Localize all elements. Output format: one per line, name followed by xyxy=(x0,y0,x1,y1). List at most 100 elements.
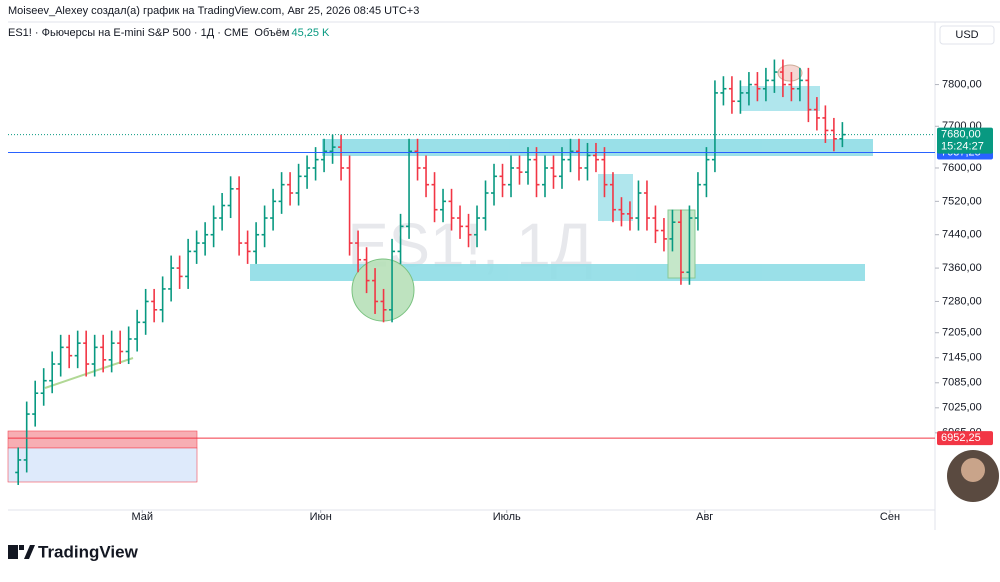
ohlc-bar xyxy=(796,67,803,102)
ohlc-bar xyxy=(236,176,243,256)
x-tick-label: Июль xyxy=(493,511,521,523)
ohlc-bar xyxy=(414,138,421,181)
ohlc-bar xyxy=(457,205,464,239)
ohlc-bar xyxy=(669,209,676,252)
ohlc-bar xyxy=(728,76,735,114)
x-tick-label: Май xyxy=(131,511,153,523)
ohlc-bar xyxy=(686,205,693,285)
ohlc-bar xyxy=(771,59,778,93)
ohlc-bar xyxy=(508,155,515,198)
ohlc-bar xyxy=(49,351,56,394)
y-tick-label: 7700,00 xyxy=(942,120,982,132)
y-tick-label: 7520,00 xyxy=(942,195,982,207)
currency-button[interactable] xyxy=(939,25,995,45)
ohlc-bar xyxy=(74,330,81,369)
ohlc-bar xyxy=(618,197,625,227)
ohlc-bar xyxy=(499,163,506,198)
ohlc-bar xyxy=(168,255,175,302)
ohlc-bar xyxy=(626,201,633,231)
y-tick-label: 7145,00 xyxy=(942,352,982,364)
last-price-tag xyxy=(937,127,993,154)
ohlc-bar xyxy=(108,330,115,373)
last-price-label: 7680,00 xyxy=(941,129,981,141)
volume-label: Объём xyxy=(254,27,289,39)
ohlc-bar xyxy=(227,176,234,219)
header: Moiseev_Alexey создал(а) график на Tradi… xyxy=(8,5,419,17)
ohlc-bar xyxy=(550,155,557,189)
ohlc-bar xyxy=(380,288,387,323)
ohlc-bar xyxy=(329,134,336,164)
zone xyxy=(777,64,803,82)
ohlc-bar xyxy=(244,230,251,264)
ohlc-bar xyxy=(805,67,812,123)
drawings xyxy=(7,64,873,483)
ohlc-bar xyxy=(321,138,328,173)
avatar xyxy=(947,450,999,502)
ohlc-bar xyxy=(261,205,268,248)
ohlc-bar xyxy=(533,147,540,198)
ohlc-bar xyxy=(176,255,183,289)
ohlc-bar xyxy=(151,288,158,323)
currency[interactable]: USD xyxy=(955,29,978,41)
y-tick-label: 7800,00 xyxy=(942,78,982,90)
logo xyxy=(8,545,35,559)
ohlc-bar xyxy=(779,59,786,98)
ohlc-bar xyxy=(711,80,718,173)
ohlc-bar xyxy=(142,288,149,335)
ohlc-bar xyxy=(117,330,124,365)
ohlc-bar xyxy=(482,180,489,231)
x-tick-label: Июн xyxy=(310,511,332,523)
y-tick-label: 7600,00 xyxy=(942,162,982,174)
y-tick-label: 7360,00 xyxy=(942,262,982,274)
ohlc-bar xyxy=(185,238,192,289)
y-tick-label: 7085,00 xyxy=(942,377,982,389)
ohlc-bar xyxy=(32,380,39,427)
ohlc-bar xyxy=(100,334,107,373)
ohlc-bar xyxy=(609,172,616,223)
countdown: 15:24:27 xyxy=(941,141,984,153)
y-tick-label: 7205,00 xyxy=(942,327,982,339)
ohlc-bar xyxy=(491,163,498,206)
ohlc-bar xyxy=(253,222,260,264)
ohlc-bar xyxy=(720,76,727,106)
level-tag xyxy=(937,431,993,446)
ohlc-bar xyxy=(202,222,209,256)
x-tick-label: Авг xyxy=(696,511,713,523)
ohlc-bar xyxy=(372,268,379,314)
ohlc-bar xyxy=(822,105,829,143)
ohlc-bar xyxy=(125,326,132,365)
ohlc-bar xyxy=(440,188,447,223)
ohlc-bar xyxy=(643,180,650,231)
ohlc-bar xyxy=(635,180,642,231)
ohlc-bar xyxy=(525,147,532,185)
x-tick-label: Сен xyxy=(880,511,900,523)
y-tick-label: 7280,00 xyxy=(942,295,982,307)
symbol: ES1! · Фьючерсы на E-mini S&P 500 · 1Д ·… xyxy=(8,27,248,39)
level-label: 6952,25 xyxy=(941,432,981,444)
ohlc-bar xyxy=(423,155,430,198)
ohlc-bar xyxy=(363,247,370,294)
ohlc-bar xyxy=(448,188,455,231)
zone xyxy=(740,86,820,111)
ohlc-bar xyxy=(762,67,769,102)
ohlc-bar xyxy=(346,155,353,256)
ohlc-bar xyxy=(813,97,820,131)
zone xyxy=(322,139,873,156)
ohlc-bar xyxy=(15,447,22,485)
ohlc-bar xyxy=(694,172,701,231)
ohlc-bar xyxy=(159,276,166,323)
ohlc-bar xyxy=(295,163,302,206)
ohlc-bar xyxy=(287,172,294,206)
ohlc-bar xyxy=(541,155,548,198)
ohlc-bar xyxy=(23,401,30,473)
y-tick-label: 7440,00 xyxy=(942,229,982,241)
zone xyxy=(7,430,198,449)
ohlc-bar xyxy=(83,330,90,377)
ohlc-bar xyxy=(592,142,599,173)
ohlc-bar xyxy=(652,205,659,244)
ohlc-bar xyxy=(737,80,744,114)
ohlc-bar xyxy=(134,309,141,352)
ohlc-bar xyxy=(754,72,761,102)
ohlc-bar xyxy=(745,72,752,106)
